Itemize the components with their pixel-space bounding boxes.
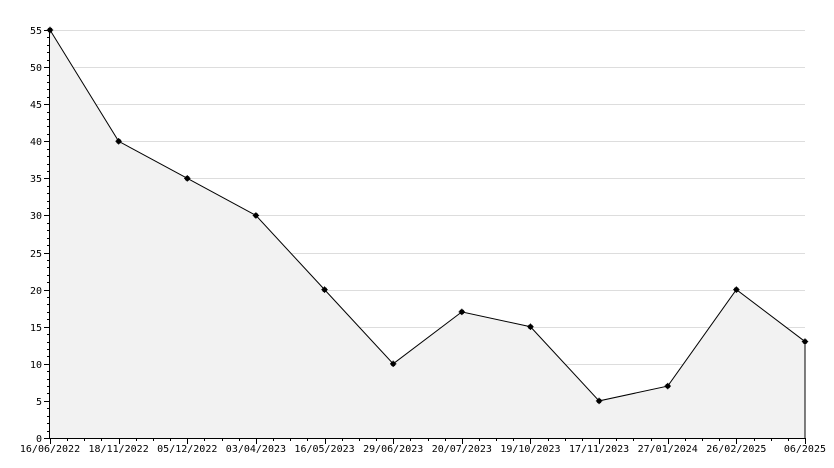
data-point	[389, 360, 397, 368]
y-tick-label: 45	[30, 100, 42, 111]
y-tick-label: 50	[30, 63, 42, 74]
y-tick-label: 20	[30, 286, 42, 297]
x-tick-label: 18/11/2022	[89, 444, 149, 455]
y-tick-label: 15	[30, 323, 42, 334]
data-point	[252, 212, 260, 219]
y-tick-label: 40	[30, 137, 42, 148]
x-tick-label: 27/01/2024	[638, 444, 698, 455]
data-point	[527, 323, 534, 330]
y-tick-label: 10	[30, 360, 42, 371]
y-tick-label: 55	[30, 26, 42, 37]
series-line	[49, 29, 806, 402]
data-point	[733, 286, 740, 293]
x-tick-label: 06/2025	[784, 444, 826, 455]
y-tick-label: 30	[30, 211, 42, 222]
data-point	[664, 382, 671, 390]
x-tick-label: 03/04/2023	[226, 444, 286, 455]
data-point	[184, 175, 191, 182]
x-tick-label: 17/11/2023	[569, 444, 629, 455]
data-point	[595, 397, 603, 405]
x-tick-label: 16/05/2023	[294, 444, 354, 455]
x-tick-label: 29/06/2023	[363, 444, 423, 455]
data-point	[115, 138, 122, 145]
x-tick-label: 26/02/2025	[706, 444, 766, 455]
x-tick-label: 20/07/2023	[432, 444, 492, 455]
data-point	[321, 286, 328, 293]
y-tick-label: 5	[36, 397, 42, 408]
y-tick-label: 25	[30, 249, 42, 260]
y-tick-label: 35	[30, 174, 42, 185]
y-tick-label: 0	[36, 434, 42, 445]
series-area	[50, 30, 805, 438]
x-tick-label: 05/12/2022	[157, 444, 217, 455]
data-point	[458, 308, 466, 316]
data-point	[801, 338, 809, 345]
x-tick-label: 16/06/2022	[20, 444, 80, 455]
x-tick-label: 19/10/2023	[500, 444, 560, 455]
